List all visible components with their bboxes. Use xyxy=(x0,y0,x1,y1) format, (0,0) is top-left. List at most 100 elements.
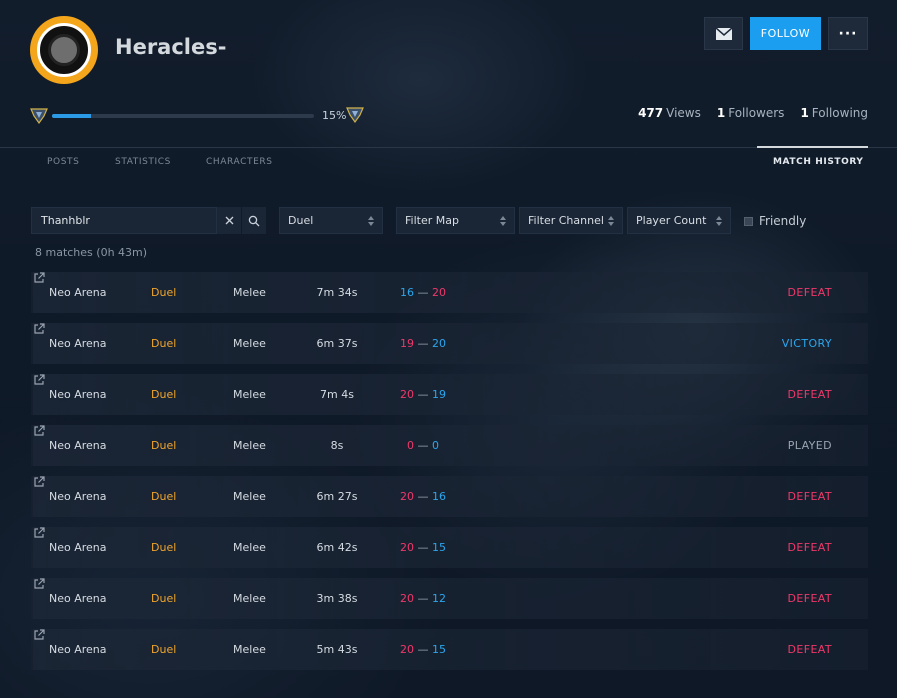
match-score: 20 — 15 xyxy=(389,643,457,656)
match-score: 16 — 20 xyxy=(389,286,457,299)
score-team-b: 16 xyxy=(432,490,446,503)
score-team-a: 20 xyxy=(400,388,414,401)
score-team-a: 20 xyxy=(400,592,414,605)
following-stat[interactable]: 1 Following xyxy=(800,106,868,120)
match-channel: Melee xyxy=(233,541,266,554)
match-map: Neo Arena xyxy=(49,388,107,401)
followers-stat[interactable]: 1 Followers xyxy=(716,106,785,120)
match-row[interactable]: Neo Arena Duel Melee 3m 38s 20 — 12 DEFEAT xyxy=(31,578,868,619)
search-button[interactable] xyxy=(242,207,266,234)
match-mode: Duel xyxy=(151,541,177,554)
score-team-b: 20 xyxy=(432,286,446,299)
match-result: DEFEAT xyxy=(787,388,832,401)
match-map: Neo Arena xyxy=(49,337,107,350)
match-result: DEFEAT xyxy=(787,490,832,503)
match-channel: Melee xyxy=(233,286,266,299)
match-map: Neo Arena xyxy=(49,643,107,656)
close-icon xyxy=(225,216,233,225)
mode-select-value: Duel xyxy=(288,214,314,227)
match-duration: 3m 38s xyxy=(316,592,358,605)
match-row[interactable]: Neo Arena Duel Melee 5m 43s 20 — 15 DEFEAT xyxy=(31,629,868,670)
match-channel: Melee xyxy=(233,388,266,401)
match-row[interactable]: Neo Arena Duel Melee 6m 42s 20 — 15 DEFEAT xyxy=(31,527,868,568)
match-row[interactable]: Neo Arena Duel Melee 6m 27s 20 — 16 DEFEAT xyxy=(31,476,868,517)
external-link-icon[interactable] xyxy=(33,476,45,488)
sort-caret-icon xyxy=(368,216,374,226)
tab-statistics[interactable]: STATISTICS xyxy=(115,157,171,167)
avatar-ring xyxy=(37,23,91,77)
score-team-a: 0 xyxy=(407,439,414,452)
score-separator: — xyxy=(414,439,432,452)
match-row[interactable]: Neo Arena Duel Melee 6m 37s 19 — 20 VICTORY xyxy=(31,323,868,364)
clear-search-button[interactable] xyxy=(217,207,241,234)
sort-caret-icon xyxy=(500,216,506,226)
player-count-select[interactable]: Player Count xyxy=(627,207,731,234)
match-channel: Melee xyxy=(233,643,266,656)
external-link-icon[interactable] xyxy=(33,527,45,539)
channel-select[interactable]: Filter Channel xyxy=(519,207,623,234)
friendly-filter[interactable]: Friendly xyxy=(744,214,806,228)
external-link-icon[interactable] xyxy=(33,629,45,641)
message-button[interactable] xyxy=(704,17,743,50)
external-link-icon[interactable] xyxy=(33,323,45,335)
external-link-icon[interactable] xyxy=(33,272,45,284)
external-link-icon[interactable] xyxy=(33,374,45,386)
score-team-a: 16 xyxy=(400,286,414,299)
match-channel: Melee xyxy=(233,490,266,503)
match-result: DEFEAT xyxy=(787,541,832,554)
match-mode: Duel xyxy=(151,490,177,503)
follow-button[interactable]: FOLLOW xyxy=(750,17,821,50)
external-link-icon[interactable] xyxy=(33,425,45,437)
score-separator: — xyxy=(414,286,432,299)
match-map: Neo Arena xyxy=(49,286,107,299)
match-row[interactable]: Neo Arena Duel Melee 7m 4s 20 — 19 DEFEAT xyxy=(31,374,868,415)
match-summary: 8 matches (0h 43m) xyxy=(35,246,148,259)
map-select[interactable]: Filter Map xyxy=(396,207,515,234)
tab-characters[interactable]: CHARACTERS xyxy=(206,157,273,167)
match-result: DEFEAT xyxy=(787,592,832,605)
username: Heracles- xyxy=(115,35,227,59)
match-result: DEFEAT xyxy=(787,643,832,656)
external-link-icon[interactable] xyxy=(33,578,45,590)
map-select-value: Filter Map xyxy=(405,214,459,227)
level-progress-text: 15% xyxy=(322,109,347,122)
tab-match-history[interactable]: MATCH HISTORY xyxy=(773,157,864,167)
player-count-select-value: Player Count xyxy=(636,214,707,227)
views-stat: 477 Views xyxy=(638,106,701,120)
score-separator: — xyxy=(414,490,432,503)
tab-posts[interactable]: POSTS xyxy=(47,157,80,167)
score-team-b: 20 xyxy=(432,337,446,350)
match-map: Neo Arena xyxy=(49,541,107,554)
match-row[interactable]: Neo Arena Duel Melee 8s 0 — 0 PLAYED xyxy=(31,425,868,466)
match-map: Neo Arena xyxy=(49,592,107,605)
score-team-a: 20 xyxy=(400,490,414,503)
score-team-a: 20 xyxy=(400,643,414,656)
player-search-input[interactable]: Thanhblr xyxy=(31,207,217,234)
avatar[interactable] xyxy=(30,16,98,84)
mail-icon xyxy=(715,27,732,40)
score-team-b: 12 xyxy=(432,592,446,605)
match-map: Neo Arena xyxy=(49,439,107,452)
active-tab-indicator xyxy=(757,146,868,148)
friendly-checkbox[interactable] xyxy=(744,216,753,226)
match-score: 20 — 12 xyxy=(389,592,457,605)
profile-stats: 477 Views 1 Followers 1 Following xyxy=(638,106,868,120)
match-score: 19 — 20 xyxy=(389,337,457,350)
match-result: DEFEAT xyxy=(787,286,832,299)
score-separator: — xyxy=(414,541,432,554)
match-row[interactable]: Neo Arena Duel Melee 7m 34s 16 — 20 DEFEAT xyxy=(31,272,868,313)
score-team-b: 19 xyxy=(432,388,446,401)
mode-select[interactable]: Duel xyxy=(279,207,383,234)
match-mode: Duel xyxy=(151,592,177,605)
more-options-button[interactable]: ··· xyxy=(828,17,868,50)
match-mode: Duel xyxy=(151,439,177,452)
match-mode: Duel xyxy=(151,388,177,401)
match-duration: 7m 4s xyxy=(320,388,354,401)
score-separator: — xyxy=(414,337,432,350)
tabs-divider xyxy=(0,147,897,148)
score-team-b: 15 xyxy=(432,541,446,554)
match-duration: 5m 43s xyxy=(316,643,358,656)
score-separator: — xyxy=(414,643,432,656)
sort-caret-icon xyxy=(716,216,722,226)
match-score: 20 — 15 xyxy=(389,541,457,554)
